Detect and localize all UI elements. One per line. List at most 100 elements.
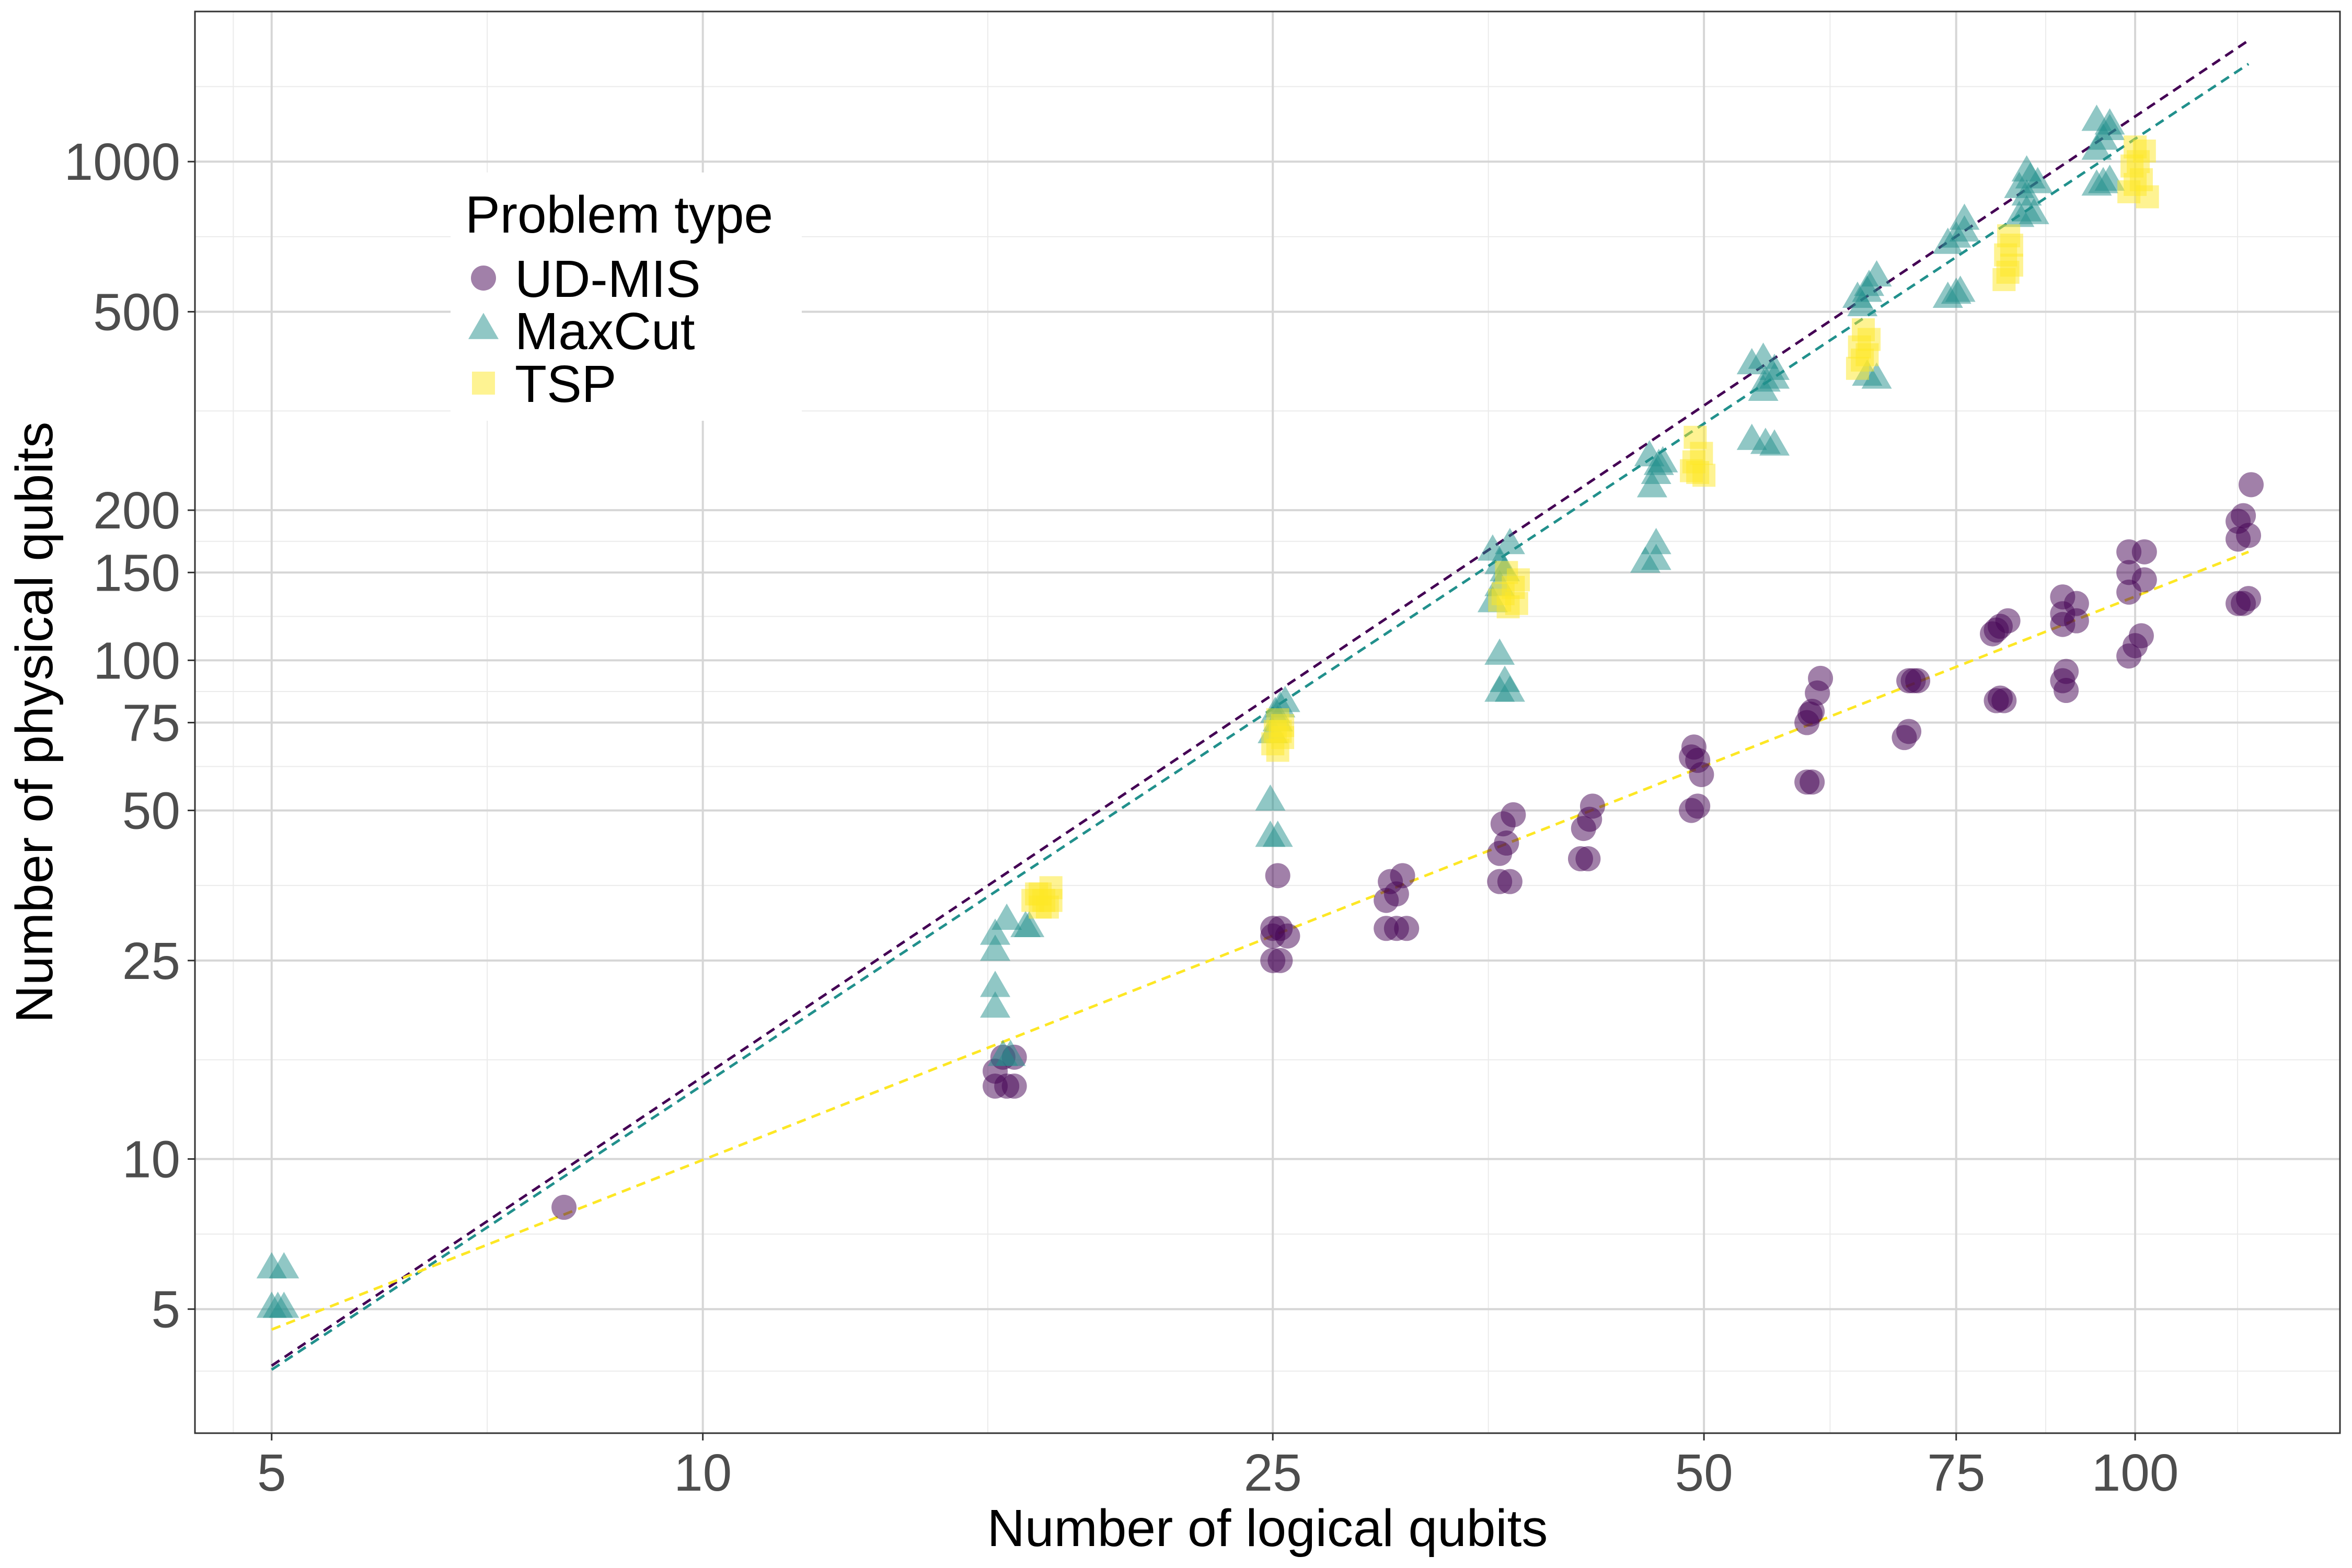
series-tsp — [1021, 135, 2159, 919]
data-points — [256, 105, 2264, 1318]
data-point — [2131, 539, 2157, 564]
data-point — [1949, 203, 1980, 230]
fit-lines — [271, 39, 2250, 1371]
x-tick-label: 50 — [1675, 1444, 1733, 1502]
data-point — [980, 991, 1011, 1018]
data-point — [269, 1292, 299, 1318]
data-point — [2128, 623, 2154, 649]
data-point — [269, 1252, 299, 1278]
data-point — [1847, 290, 1878, 316]
data-point — [1267, 948, 1293, 973]
series-ud-mis — [551, 472, 2264, 1220]
data-point — [2236, 523, 2262, 548]
legend-entry-maxcut: MaxCut — [468, 302, 695, 361]
x-tick-label: 5 — [257, 1444, 286, 1502]
data-point — [2131, 567, 2157, 593]
data-point — [1255, 784, 1286, 811]
data-point — [1684, 425, 1707, 449]
data-point — [1647, 446, 1678, 472]
data-point — [980, 971, 1011, 997]
data-point — [1800, 769, 1825, 795]
data-point — [1494, 675, 1525, 702]
data-point — [1689, 762, 1714, 787]
data-point — [1494, 831, 1519, 856]
data-point — [1997, 224, 2021, 248]
data-point — [1501, 802, 1526, 827]
legend-background — [451, 172, 802, 421]
data-point — [1641, 527, 1671, 555]
legend-key-circle-icon — [471, 266, 496, 291]
x-tick-label: 100 — [2092, 1444, 2179, 1502]
data-point — [1495, 561, 1518, 584]
data-point — [1896, 719, 1922, 744]
data-point — [551, 1194, 577, 1220]
fit-line-tsp — [271, 550, 2249, 1331]
data-point — [2063, 608, 2089, 633]
y-tick-label: 10 — [122, 1130, 180, 1189]
data-point — [1262, 821, 1293, 847]
legend-key-square-icon — [472, 372, 495, 395]
data-point — [2236, 586, 2262, 612]
data-point — [1394, 916, 1420, 941]
data-point — [1945, 275, 1976, 302]
data-point — [2136, 185, 2159, 209]
legend-label: TSP — [515, 355, 616, 413]
legend-key-triangle-icon — [468, 313, 499, 339]
data-point — [1681, 734, 1707, 760]
y-tick-label: 5 — [151, 1281, 180, 1339]
y-tick-label: 50 — [122, 782, 180, 840]
y-tick-label: 200 — [93, 481, 180, 540]
data-point — [1579, 793, 1605, 819]
legend-entry-ud-mis: UD-MIS — [471, 250, 701, 308]
fit-line-maxcut — [271, 63, 2250, 1371]
data-point — [1269, 720, 1292, 743]
data-point — [1759, 353, 1790, 380]
legend-entry-tsp: TSP — [472, 355, 616, 413]
data-point — [991, 903, 1022, 930]
data-point — [2094, 164, 2125, 191]
legend-label: UD-MIS — [515, 250, 701, 308]
y-tick-label: 500 — [93, 283, 180, 341]
data-point — [1494, 527, 1525, 555]
data-point — [1852, 318, 1875, 341]
data-point — [1759, 429, 1790, 456]
y-tick-label: 75 — [122, 694, 180, 753]
data-point — [2019, 198, 2049, 224]
data-point — [1685, 793, 1711, 819]
data-point — [2054, 678, 2079, 704]
data-point — [995, 1040, 1026, 1066]
data-point — [980, 918, 1011, 945]
data-point — [1641, 544, 1671, 570]
data-point — [1995, 608, 2021, 633]
legend-label: MaxCut — [515, 302, 695, 361]
data-point — [1636, 471, 1667, 498]
data-point — [1861, 260, 1892, 287]
data-point — [1991, 688, 2017, 713]
y-tick-label: 100 — [93, 631, 180, 690]
data-point — [1861, 362, 1892, 389]
data-point — [1260, 916, 1286, 941]
data-point — [2231, 503, 2256, 528]
x-tick-label: 75 — [1927, 1444, 1985, 1502]
data-point — [980, 935, 1011, 961]
series-maxcut — [256, 105, 2125, 1318]
data-point — [1905, 668, 1931, 694]
data-point — [2011, 155, 2042, 182]
data-point — [1484, 638, 1515, 665]
data-point — [1014, 910, 1045, 938]
y-tick-label: 150 — [93, 544, 180, 602]
y-axis-title: Number of physical qubits — [5, 422, 64, 1023]
data-point — [1390, 863, 1415, 889]
data-point — [2063, 591, 2089, 616]
y-tick-label: 1000 — [64, 133, 180, 191]
x-axis-title: Number of logical qubits — [987, 1499, 1548, 1558]
legend-title: Problem type — [465, 186, 773, 244]
data-point — [2054, 659, 2079, 684]
y-tick-label: 25 — [122, 932, 180, 990]
data-point — [1265, 863, 1290, 889]
